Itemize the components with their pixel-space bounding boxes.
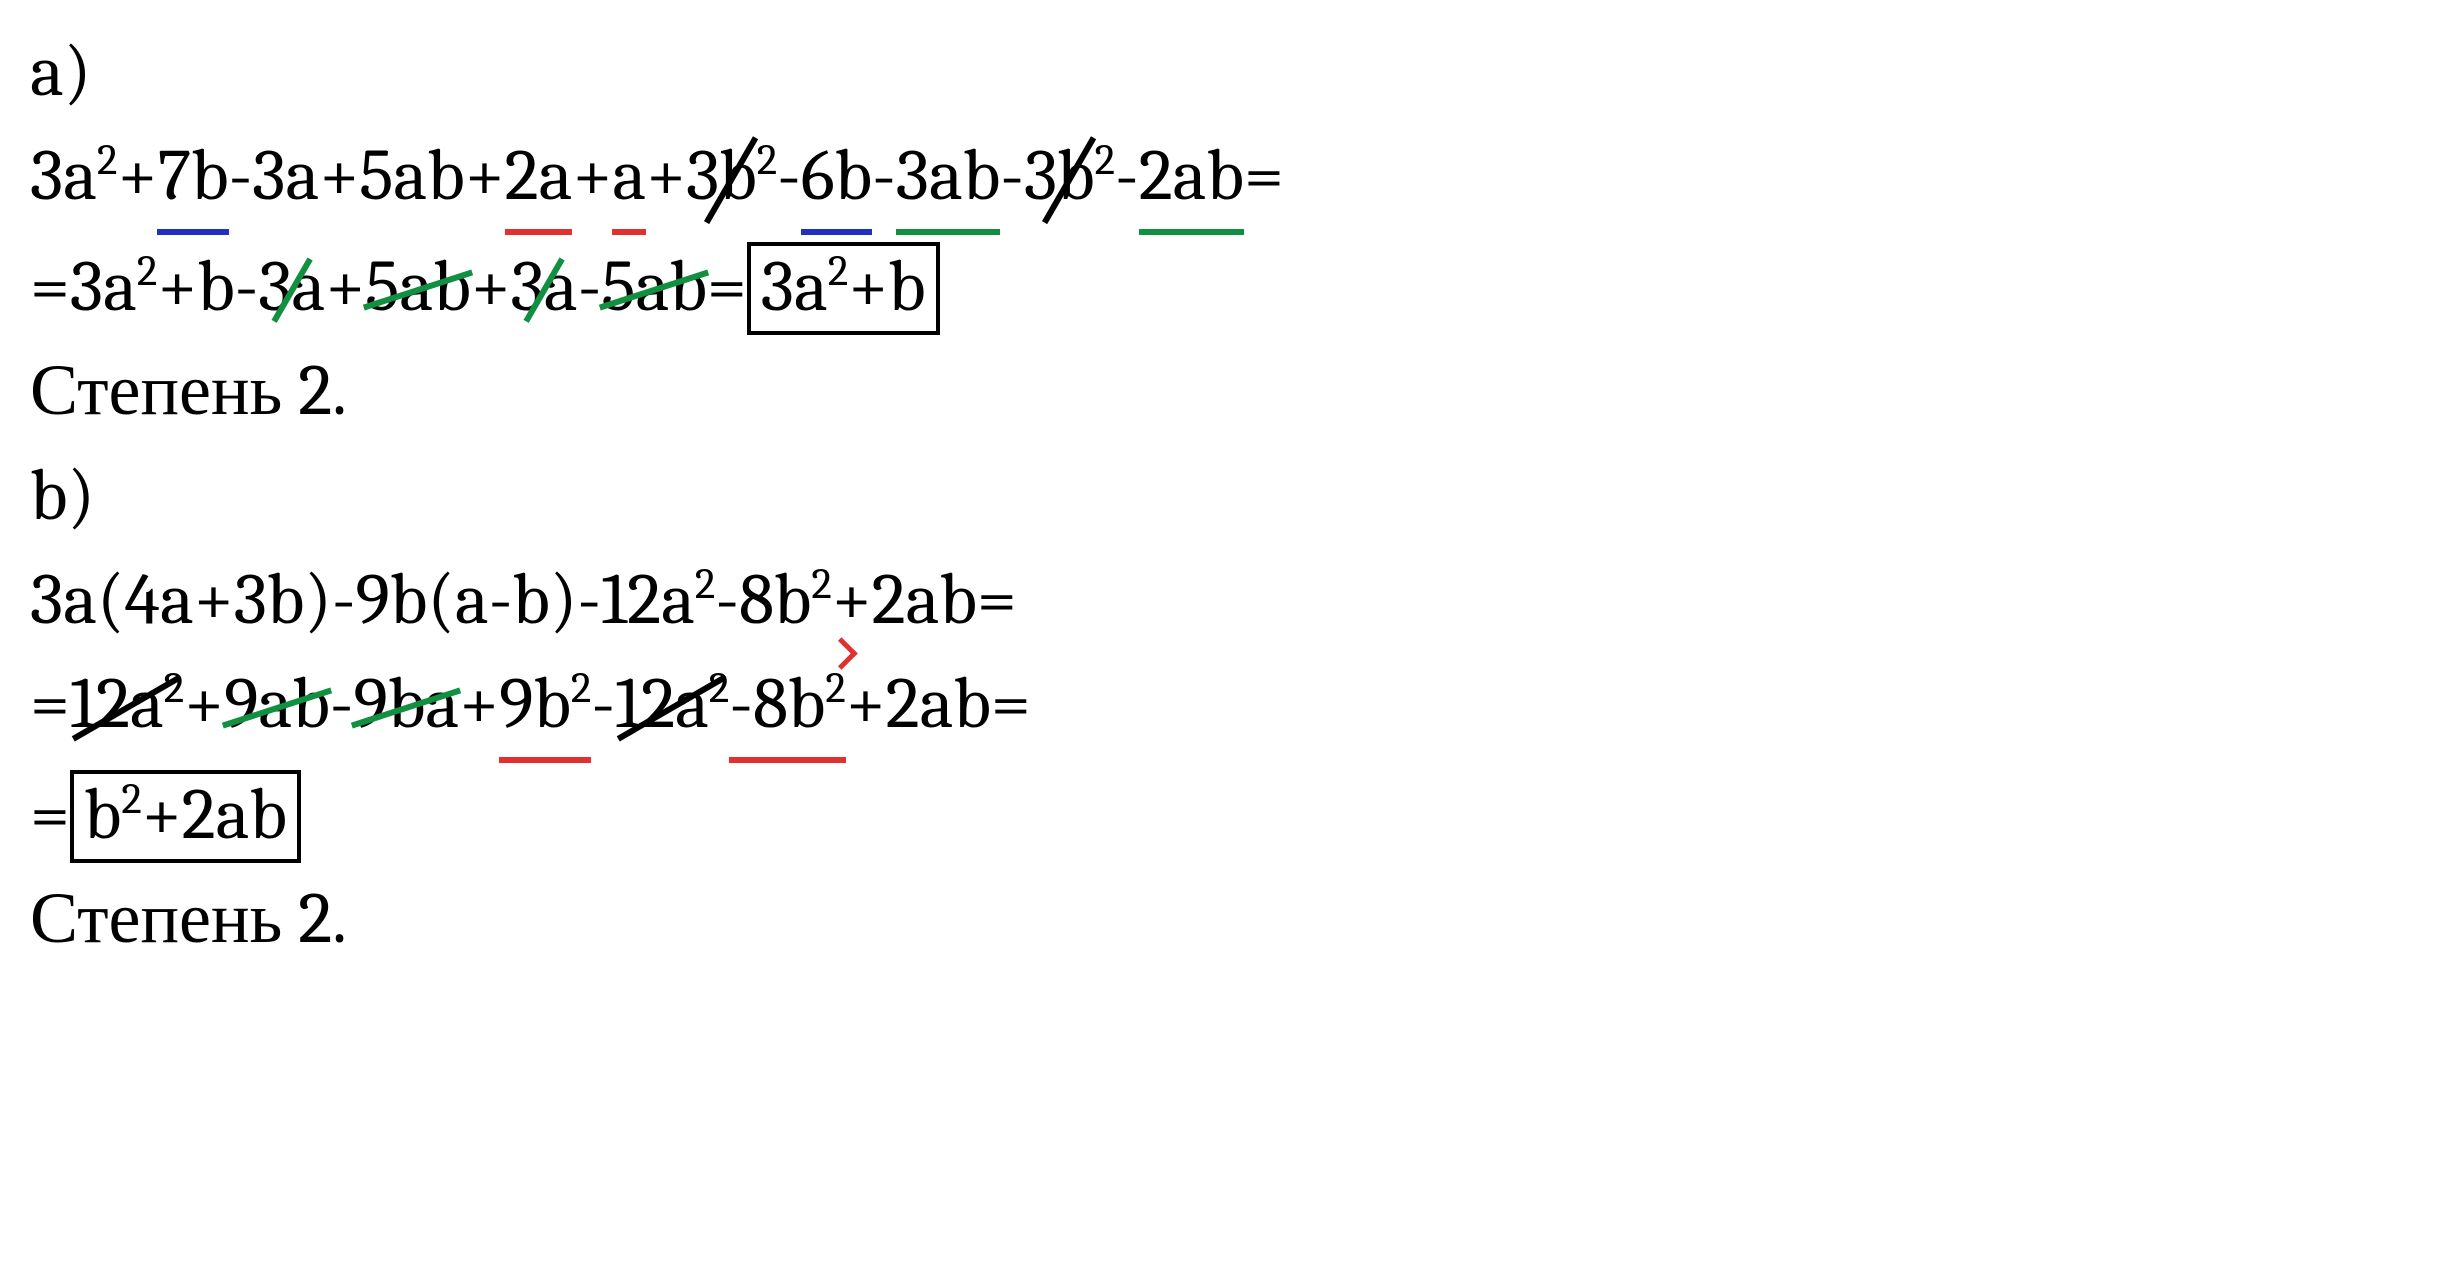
op: + [459,652,499,756]
op: - [330,652,354,756]
term-underlined-green: 3ab [896,124,1000,234]
text: = [30,652,70,756]
op: - [1115,124,1139,228]
exponent: 2 [97,135,117,185]
text: 12a [70,662,164,745]
text: =3a [30,245,137,328]
part-a-expr-line-1: 3a2 +7b-3a+5ab+2a+a+ 3b2 -6b-3ab- 3b2 -2… [30,124,2409,234]
term-underlined-green: 2ab [1139,124,1244,234]
part-b-degree: Степень 2. [30,867,2409,971]
term: +5ab [319,124,464,228]
part-b-expr-line-2: = 12a2 +9ab-9ba+ 9b2 - 12a2 -8b2 +2ab= [30,652,2409,762]
op: - [1000,124,1024,228]
part-b-expr-line-3: = b2+2ab [30,763,2409,867]
op: + [471,235,511,339]
text: b [84,773,121,856]
text: +2ab [142,773,287,856]
text: 12a [615,662,709,745]
text: 3b [686,134,757,217]
text: 3a(4a+3b)-9b(a-b)-12a [30,548,695,652]
term-struck-green: 9ab [224,652,330,756]
text: +b- [157,235,258,339]
text: +b [848,245,925,328]
exponent: 2 [1095,135,1115,185]
term-underlined-blue: 6b [801,124,872,234]
term-underlined-red: 9b2 [499,652,591,762]
text: +2ab= [832,548,1017,652]
exponent: 2 [164,663,184,713]
boxed-result: 3a2+b [747,242,940,335]
term-struck-green: 5ab [365,235,470,339]
op: - [578,235,602,339]
part-b-label: b) [30,444,2409,548]
term-underlined-red: 2a [505,124,573,234]
term-struck-black: 12a2 [70,652,184,756]
exponent: 2 [571,663,591,713]
exponent: 2 [137,246,157,296]
exponent: 2 [828,246,848,296]
op: = [707,235,747,339]
op: + [117,124,157,228]
text: 9b [499,662,571,745]
text: =3a2 [30,235,157,339]
op: + [184,652,224,756]
exponent: 2 [811,559,831,609]
term-underlined-red: -8b2 [729,652,845,762]
term-struck-black: 3b2 [1024,124,1115,228]
op: + [465,124,505,228]
term-underlined-red: a [612,124,646,234]
term-struck-green: 3a [511,235,578,339]
term-struck-black: 12a2 [615,652,729,756]
op: + [646,124,686,228]
term-underlined-blue: 7b [157,124,228,234]
term: 3a2 [30,124,117,228]
term-struck-green: 9ba [353,652,459,756]
text: = [30,763,70,867]
part-a-label: a) [30,20,2409,124]
exponent: 2 [709,663,729,713]
text: 3a [30,134,97,217]
boxed-result: b2+2ab [70,770,301,863]
op: = [1244,124,1284,228]
op: - [777,124,801,228]
text: 3a [761,245,828,328]
op: + [572,124,612,228]
exponent: 2 [757,135,777,185]
text: +2ab= [846,652,1031,756]
op: - [872,124,896,228]
term-struck-green: 5ab [601,235,706,339]
op: + [325,235,365,339]
part-a-expr-line-2: =3a2 +b-3a+5ab+3a-5ab= 3a2+b [30,235,2409,339]
part-b-expr-line-1: 3a(4a+3b)-9b(a-b)-12a2-8b2+2ab= [30,548,2409,652]
term-struck-black: 3b2 [686,124,777,228]
term: -3a [229,124,320,228]
exponent: 2 [695,559,715,609]
exponent: 2 [121,774,141,824]
op: - [591,652,615,756]
text: -8b [729,662,825,745]
text: 3b [1024,134,1095,217]
text: -8b [715,548,811,652]
term-struck-green: 3a [258,235,325,339]
part-a-degree: Степень 2. [30,339,2409,443]
exponent: 2 [825,663,845,713]
